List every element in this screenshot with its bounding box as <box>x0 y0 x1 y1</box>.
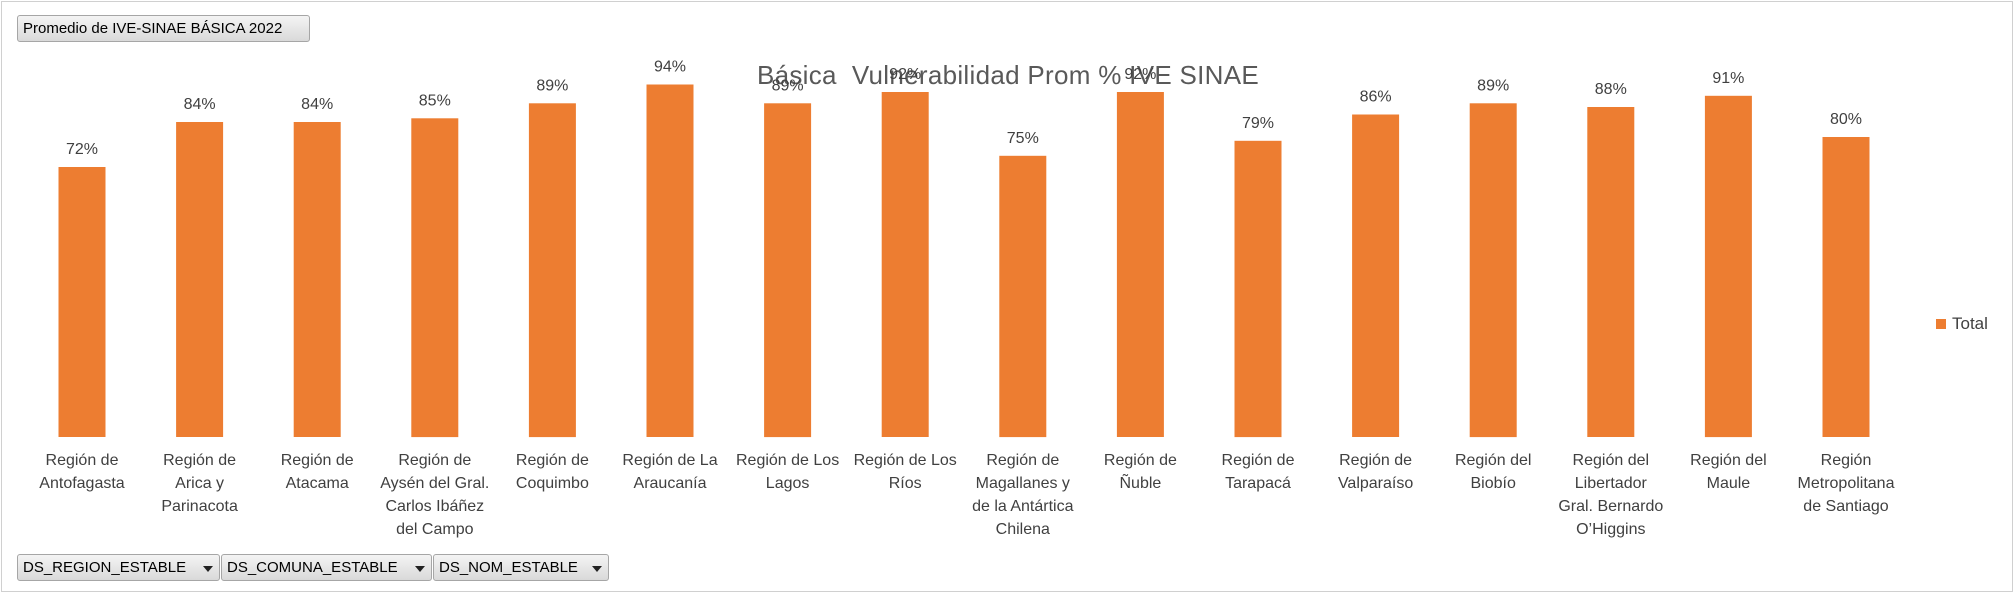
category-label-9: Región de Ñuble <box>1104 452 1177 492</box>
data-label-15: 80% <box>1830 111 1862 128</box>
category-label-7: Región de Los Ríos <box>854 452 957 492</box>
category-label-2: Región de Atacama <box>281 452 354 492</box>
bar-10 <box>1234 140 1282 438</box>
data-label-2: 84% <box>301 96 333 113</box>
category-label-14: Región del Maule <box>1690 452 1767 492</box>
category-label-0: Región de Antofagasta <box>39 452 125 492</box>
value-field-button[interactable]: Promedio de IVE-SINAE BÁSICA 2022 <box>17 15 310 42</box>
chevron-down-icon <box>415 566 425 572</box>
filter-button-nombre[interactable]: DS_NOM_ESTABLE <box>433 554 609 581</box>
bar-12 <box>1469 103 1517 438</box>
data-label-11: 86% <box>1360 89 1392 106</box>
bar-1 <box>176 122 224 437</box>
data-label-5: 94% <box>654 59 686 76</box>
bar-3 <box>411 118 459 438</box>
data-label-14: 91% <box>1712 70 1744 87</box>
filter-button-nombre-label: DS_NOM_ESTABLE <box>439 559 578 576</box>
bar-11 <box>1352 114 1400 437</box>
legend-label: Total <box>1952 314 1988 333</box>
category-label-6: Región de Los Lagos <box>736 452 839 492</box>
category-label-5: Región de La Araucanía <box>622 452 717 492</box>
data-label-1: 84% <box>184 96 216 113</box>
category-label-10: Región de Tarapacá <box>1222 452 1295 492</box>
bar-4 <box>528 103 576 438</box>
category-label-8: Región de Magallanes y de la Antártica Chil… <box>972 452 1074 538</box>
bar-0 <box>58 167 106 437</box>
bar-6 <box>764 103 812 438</box>
data-label-4: 89% <box>536 77 568 94</box>
bar-5 <box>646 84 694 437</box>
bar-9 <box>1116 92 1164 437</box>
category-label-3: Región de Aysén del Gral. Carlos Ibáñez del… <box>380 452 489 538</box>
data-label-13: 88% <box>1595 81 1627 98</box>
legend-swatch <box>1936 319 1946 329</box>
filter-button-comuna-label: DS_COMUNA_ESTABLE <box>227 559 398 576</box>
category-label-12: Región del Biobío <box>1455 452 1532 492</box>
bar-8 <box>999 155 1047 438</box>
data-label-10: 79% <box>1242 115 1274 132</box>
category-label-1: Región de Arica y Parinacota <box>161 452 238 515</box>
data-label-9: 92% <box>1124 66 1156 83</box>
chart-legend: Total <box>1936 314 1988 334</box>
filter-button-region[interactable]: DS_REGION_ESTABLE <box>17 554 220 581</box>
category-label-11: Región de Valparaíso <box>1338 452 1413 492</box>
bar-15 <box>1822 137 1870 437</box>
data-label-8: 75% <box>1007 130 1039 147</box>
data-label-3: 85% <box>419 92 451 109</box>
bar-14 <box>1704 95 1752 438</box>
category-label-4: Región de Coquimbo <box>516 452 589 492</box>
category-label-15: Región Metropolitana de Santiago <box>1798 452 1895 515</box>
chart-title: Básica Vulnerabilidad Prom % IVE SINAE <box>756 60 1260 90</box>
chevron-down-icon <box>203 566 213 572</box>
bar-2 <box>293 122 341 437</box>
bar-7 <box>881 92 929 437</box>
data-label-6: 89% <box>772 77 804 94</box>
bar-13 <box>1587 107 1635 437</box>
filter-button-region-label: DS_REGION_ESTABLE <box>23 559 187 576</box>
filter-button-comuna[interactable]: DS_COMUNA_ESTABLE <box>221 554 432 581</box>
category-label-13: Región del Libertador Gral. Bernardo O’Higg… <box>1558 452 1663 538</box>
data-label-0: 72% <box>66 141 98 158</box>
chevron-down-icon <box>592 566 602 572</box>
data-label-12: 89% <box>1477 77 1509 94</box>
data-label-7: 92% <box>889 66 921 83</box>
